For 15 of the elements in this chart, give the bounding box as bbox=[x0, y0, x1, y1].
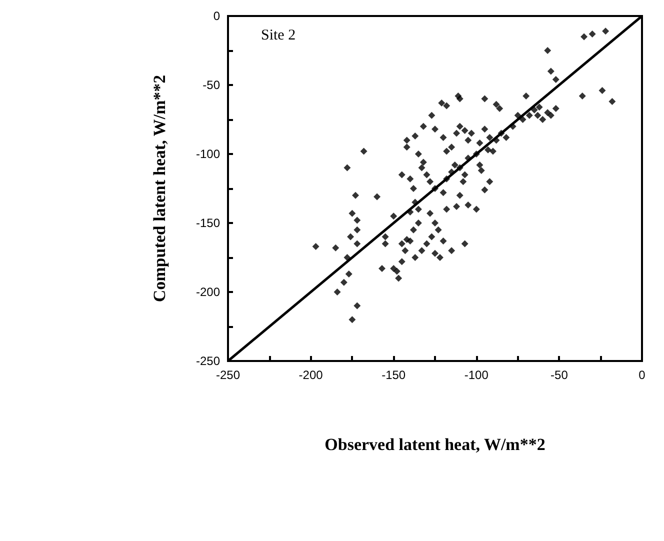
x-axis-title: Observed latent heat, W/m**2 bbox=[324, 435, 546, 454]
x-tick-label: -200 bbox=[298, 368, 324, 382]
y-tick-label: 0 bbox=[213, 9, 220, 23]
y-tick-label: -200 bbox=[196, 285, 220, 299]
y-axis-title: Computed latent heat, W/m**2 bbox=[150, 74, 169, 302]
x-tick-label: 0 bbox=[638, 368, 646, 382]
y-tick-label: -100 bbox=[196, 147, 220, 161]
x-tick-label: -250 bbox=[216, 368, 240, 382]
x-tick-label: -50 bbox=[550, 368, 568, 382]
y-tick-label: -50 bbox=[202, 78, 220, 92]
y-tick-label: -250 bbox=[196, 354, 220, 368]
x-tick-label: -150 bbox=[382, 368, 406, 382]
annotation: Site 2 bbox=[261, 28, 296, 44]
x-tick-label: -100 bbox=[464, 368, 489, 382]
y-tick-label: -150 bbox=[196, 216, 220, 230]
